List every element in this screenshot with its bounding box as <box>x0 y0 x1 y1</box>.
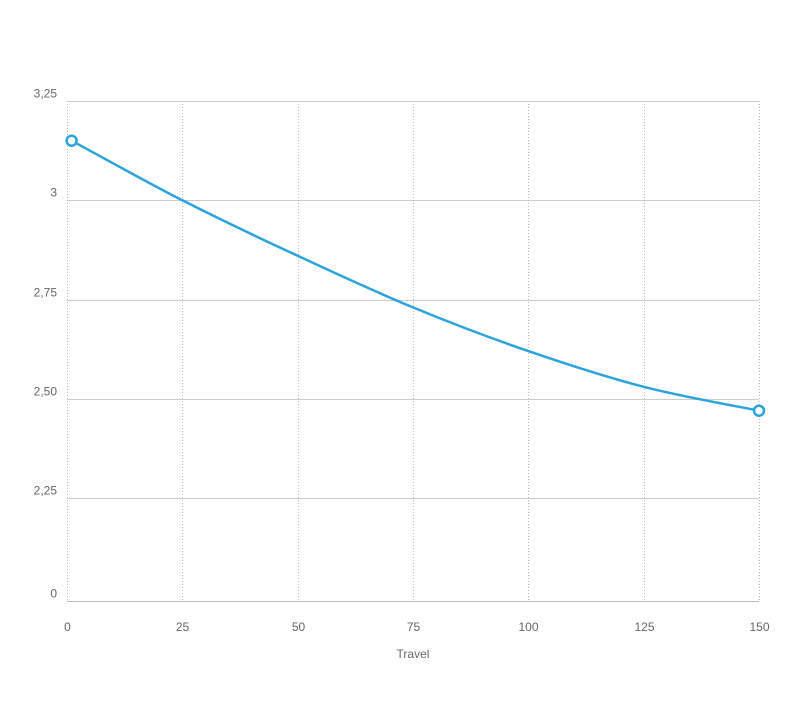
y-tick-label: 2,50 <box>34 385 58 399</box>
x-tick-label: 150 <box>749 620 769 634</box>
series-line-1 <box>70 139 761 412</box>
grid <box>67 101 760 602</box>
x-tick-label: 75 <box>407 620 421 634</box>
y-tick-label: 2,25 <box>34 484 58 498</box>
y-tick-label: 3,25 <box>34 87 58 101</box>
start-point-marker <box>65 134 78 147</box>
y-tick-label: 3 <box>50 186 57 200</box>
end-point-marker <box>752 404 766 417</box>
y-axis-ticks: 0 2,25 2,50 2,75 3 3,25 <box>34 87 58 601</box>
series-layer <box>65 134 766 417</box>
y-tick-label: 0 <box>50 587 57 601</box>
x-axis-title: Travel <box>397 647 430 661</box>
x-tick-label: 100 <box>518 620 538 634</box>
x-tick-label: 50 <box>292 620 306 634</box>
x-axis-ticks: 0 25 50 75 100 125 150 <box>64 620 770 634</box>
x-tick-label: 25 <box>176 620 190 634</box>
y-tick-label: 2,75 <box>34 286 58 300</box>
x-tick-label: 125 <box>634 620 654 634</box>
x-tick-label: 0 <box>64 620 71 634</box>
